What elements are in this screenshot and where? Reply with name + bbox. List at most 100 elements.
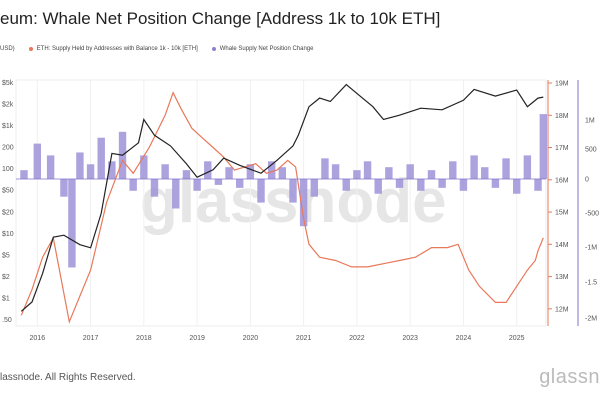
legend-item-supply[interactable]: ETH: Supply Held by Addresses with Balan… [28,46,198,52]
net-position-bar [438,179,446,188]
net-position-bar [161,164,169,179]
legend-label-supply: ETH: Supply Held by Addresses with Balan… [36,46,198,52]
supply-tick-label: 18M [555,113,569,120]
supply-tick-label: 14M [555,242,569,249]
net-position-bar [406,164,414,179]
x-tick-label: 2022 [349,335,365,342]
price-tick-label: $2 [2,274,10,281]
net-position-bar [342,179,350,191]
net-position-series [20,114,548,268]
supply-tick-label: 16M [555,177,569,184]
netpos-tick-label: -2M [585,316,597,323]
supply-tick-label: 13M [555,274,569,281]
supply-line [20,91,544,324]
net-position-bar [502,158,510,179]
price-tick-label: 200 [2,145,14,152]
price-tick-label: $50 [2,188,14,195]
brand-logo-text: glassn [539,366,600,388]
x-tick-label: 2020 [243,335,259,342]
net-position-bar [299,179,308,227]
net-position-bar [523,155,532,179]
net-position-bar [97,137,105,179]
net-position-bar [150,179,159,197]
net-position-bar [76,152,84,179]
netpos-tick-label: -1M [585,245,597,252]
net-position-bar [395,179,404,188]
net-position-bar [481,167,489,179]
net-position-bar [204,161,212,179]
supply-axis: 19M 18M 17M 16M 15M 14M 13M 12M [547,80,569,326]
netpos-tick-label: -500 [585,211,599,218]
price-tick-label: $20 [2,209,14,216]
netpos-tick-label: -1.5 [585,280,597,287]
price-series [20,83,544,312]
price-tick-label: .50 [2,317,12,324]
net-position-bar [68,179,76,268]
price-tick-label: 100 [2,166,14,173]
legend-label-netpos: Whale Supply Net Position Change [219,46,314,52]
net-position-bar [267,161,276,179]
x-tick-label: 2016 [30,335,46,342]
legend: USD) ETH: Supply Held by Addresses with … [0,43,327,55]
price-tick-label: $1k [2,123,14,130]
supply-tick-label: 17M [555,145,569,152]
supply-tick-label: 19M [555,81,569,88]
x-tick-label: 2024 [456,335,472,342]
price-axis: $5k $2k $1k 200 100 $50 $20 $10 $5 $2 $1 .50 [2,80,14,324]
supply-tick-label: 15M [555,210,569,217]
plot-frame [15,79,547,327]
net-position-bar [225,167,233,179]
net-position-bar [363,161,372,179]
net-position-bar [246,164,255,179]
net-position-axis: 1M 500 0 -500 -1M -1.5 -2M [577,80,599,326]
net-position-bar [20,170,28,179]
net-position-bar [353,170,361,179]
net-position-bar [46,155,55,179]
price-tick-label: $10 [2,231,14,238]
price-tick-label: $5k [2,80,14,87]
price-tick-label: $1 [2,295,10,302]
net-position-bar [86,164,95,179]
supply-tick-label: 12M [555,306,569,313]
footer-copyright: lassnode. All Rights Reserved. [0,372,136,383]
net-position-bar [33,143,42,179]
net-position-bar [539,114,548,179]
netpos-tick-label: 0 [585,177,589,184]
net-position-bar [140,155,148,179]
net-position-bar [321,158,329,179]
price-tick-label: $2k [2,102,14,109]
supply-series [20,91,544,324]
legend-item-netpos[interactable]: Whale Supply Net Position Change [211,46,314,52]
net-position-bar [470,155,478,179]
x-tick-label: 2023 [402,335,418,342]
net-position-bar [459,179,468,191]
x-tick-label: 2017 [83,335,99,342]
legend-swatch-supply [28,47,33,51]
net-position-bar [108,161,116,179]
legend-swatch-netpos [211,47,216,51]
net-position-bar [449,161,457,179]
net-position-bar [289,179,297,203]
netpos-tick-label: 500 [585,147,597,154]
net-position-bar [427,170,436,179]
left-axis-unit-label: USD) [0,46,15,52]
net-position-bar [417,179,425,191]
net-position-bar [172,179,180,209]
net-position-bar [534,179,542,191]
net-position-bar [374,179,382,194]
net-position-bar [310,179,319,197]
netpos-tick-label: 1M [585,118,595,125]
net-position-bar [331,164,340,179]
net-position-bar [278,167,287,179]
x-axis: 2016 2017 2018 2019 2020 2021 2022 2023 2024 2025 [30,335,525,342]
chart-title: eum: Whale Net Position Change [Address … [0,9,441,28]
net-position-bar [491,179,500,188]
price-tick-label: $5 [2,252,10,259]
net-position-bar [60,179,68,197]
net-position-bar [193,179,201,191]
net-position-bar [385,167,393,179]
net-position-bar [236,179,244,188]
net-position-bar [214,179,223,185]
net-position-bar [182,170,191,179]
